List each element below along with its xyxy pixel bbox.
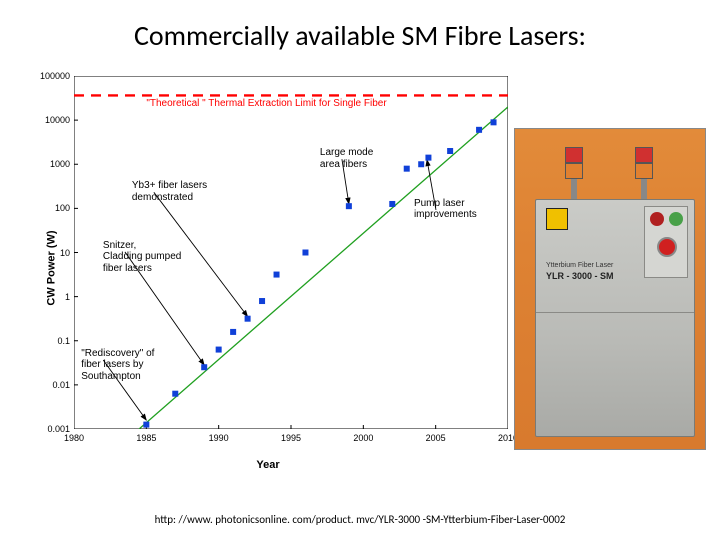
source-url: http: //www. photonicsonline. com/produc… <box>0 513 720 526</box>
y-tick: 100 <box>55 203 70 213</box>
data-point <box>172 391 178 397</box>
data-point <box>418 161 424 167</box>
data-point <box>274 272 280 278</box>
signal-stack-icon <box>635 147 653 199</box>
machine-subtitle: Ytterbium Fiber Laser <box>546 262 634 269</box>
data-point <box>447 148 453 154</box>
chart-annotation: Yb3+ fiber lasers demonstrated <box>132 180 207 203</box>
chart-annotation: Snitzer, Cladding pumped fiber lasers <box>103 240 181 275</box>
hazard-icon <box>546 208 568 230</box>
y-tick: 10 <box>60 248 70 258</box>
chart-annotation: "Rediscovery" of fiber lasers by Southam… <box>81 348 154 383</box>
start-button-icon <box>669 212 683 226</box>
estop-button-icon <box>657 237 677 257</box>
data-point <box>404 166 410 172</box>
data-point <box>302 250 308 256</box>
data-point <box>201 364 207 370</box>
x-tick: 2000 <box>353 433 373 443</box>
x-axis-label: Year <box>256 459 279 471</box>
y-tick: 0.1 <box>57 336 70 346</box>
machine-model: YLR - 3000 - SM <box>546 271 634 281</box>
x-tick: 1985 <box>136 433 156 443</box>
laser-machine: Ytterbium Fiber Laser YLR - 3000 - SM <box>535 199 695 437</box>
y-tick: 0.001 <box>47 424 70 434</box>
chart-annotation: Pump laser improvements <box>414 198 477 221</box>
data-point <box>245 316 251 322</box>
data-point <box>216 347 222 353</box>
x-tick: 1990 <box>209 433 229 443</box>
chart-annotation: Large mode area fibers <box>320 147 373 170</box>
y-tick: 10000 <box>45 115 70 125</box>
data-point <box>346 203 352 209</box>
y-tick: 1 <box>65 292 70 302</box>
data-point <box>389 201 395 207</box>
laser-product-photo: Ytterbium Fiber Laser YLR - 3000 - SM <box>514 128 706 450</box>
data-point <box>143 422 149 428</box>
control-panel <box>644 206 688 278</box>
x-tick: 1995 <box>281 433 301 443</box>
x-tick: 2005 <box>426 433 446 443</box>
y-axis-label: CW Power (W) <box>46 230 58 305</box>
x-tick: 1980 <box>64 433 84 443</box>
data-point <box>491 119 497 125</box>
plot-area: 19801985199019952000200520100.0010.010.1… <box>74 76 508 429</box>
y-tick: 100000 <box>40 71 70 81</box>
data-point <box>425 155 431 161</box>
signal-stack-icon <box>565 147 583 199</box>
data-point <box>230 329 236 335</box>
y-tick: 0.01 <box>52 380 70 390</box>
data-point <box>259 298 265 304</box>
y-tick: 1000 <box>50 159 70 169</box>
power-vs-year-chart: CW Power (W) Year 1980198519901995200020… <box>22 70 514 465</box>
slide-title: Commercially available SM Fibre Lasers: <box>0 18 720 53</box>
thermal-limit-label: "Theoretical " Thermal Extraction Limit … <box>146 98 386 109</box>
stop-button-icon <box>650 212 664 226</box>
data-point <box>476 127 482 133</box>
